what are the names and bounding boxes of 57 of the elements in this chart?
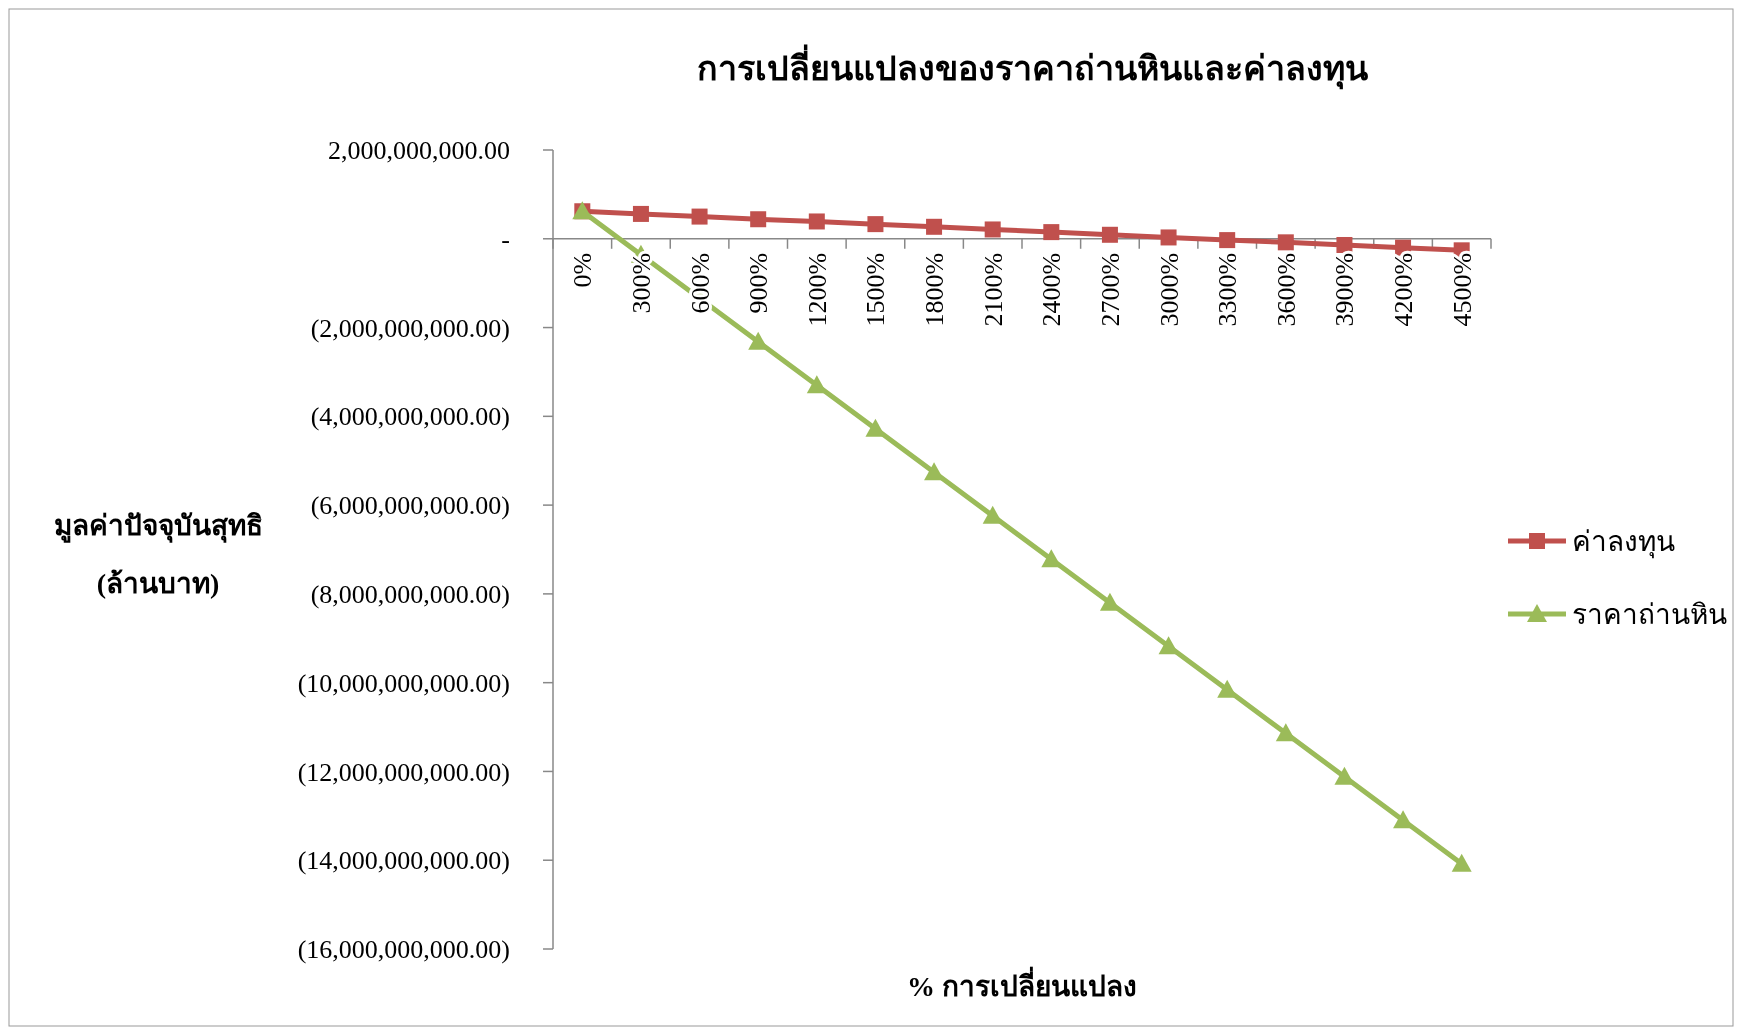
x-tick-label: 300% bbox=[626, 252, 656, 314]
y-tick-label: 2,000,000,000.00 bbox=[328, 136, 510, 166]
point bbox=[1217, 679, 1238, 698]
y-tick-label: (2,000,000,000.00) bbox=[310, 313, 510, 343]
y-tick-label: (4,000,000,000.00) bbox=[310, 402, 510, 432]
x-tick-label: 900% bbox=[744, 252, 774, 314]
point bbox=[1158, 636, 1179, 655]
x-tick-label: 2700% bbox=[1095, 252, 1125, 327]
point bbox=[750, 211, 767, 228]
y-tick-label: (14,000,000,000.00) bbox=[297, 846, 510, 876]
point bbox=[865, 418, 886, 437]
x-axis-title: % การเปลี่ยนแปลง bbox=[907, 966, 1137, 1002]
x-tick-label: 2400% bbox=[1037, 252, 1067, 327]
point bbox=[1336, 236, 1353, 253]
point bbox=[982, 505, 1003, 524]
x-tick-label: 4200% bbox=[1389, 252, 1419, 327]
point bbox=[1219, 232, 1236, 249]
point bbox=[632, 205, 649, 222]
x-tick-label: 1800% bbox=[920, 252, 950, 327]
x-tick-label: 3300% bbox=[1213, 252, 1243, 327]
x-tick-label: 3900% bbox=[1330, 252, 1360, 327]
point bbox=[806, 375, 827, 394]
point bbox=[1041, 549, 1062, 568]
chart-title: การเปลี่ยนแปลงของราคาถ่านหินและค่าลงทุน bbox=[696, 44, 1368, 90]
y-tick-label: (12,000,000,000.00) bbox=[297, 757, 510, 787]
point bbox=[1451, 853, 1472, 872]
point bbox=[748, 331, 769, 350]
legend-label: ราคาถ่านหิน bbox=[1572, 598, 1727, 630]
y-tick-label: (16,000,000,000.00) bbox=[297, 935, 510, 965]
x-tick-label: 2100% bbox=[978, 252, 1008, 327]
point bbox=[867, 216, 884, 233]
y-tick-label: (8,000,000,000.00) bbox=[310, 579, 510, 609]
point bbox=[1334, 766, 1355, 785]
point bbox=[926, 218, 943, 235]
point bbox=[1393, 810, 1414, 829]
y-tick-label: - bbox=[501, 224, 510, 254]
x-tick-label: 3000% bbox=[1154, 252, 1184, 327]
point bbox=[1160, 229, 1177, 246]
point bbox=[1277, 234, 1294, 251]
point bbox=[808, 213, 825, 230]
point bbox=[984, 221, 1001, 238]
x-tick-label: 1500% bbox=[861, 252, 891, 327]
x-tick-label: 1200% bbox=[802, 252, 832, 327]
point bbox=[924, 462, 945, 481]
point bbox=[1101, 226, 1118, 243]
x-tick-label: 4500% bbox=[1447, 252, 1477, 327]
x-tick-label: 0% bbox=[568, 252, 598, 288]
x-tick-label: 600% bbox=[685, 252, 715, 314]
point bbox=[1275, 723, 1296, 742]
y-tick-label: (10,000,000,000.00) bbox=[297, 668, 510, 698]
y-tick-label: (6,000,000,000.00) bbox=[310, 491, 510, 521]
point bbox=[1043, 224, 1060, 241]
y-axis-title: มูลค่าปัจจุบันสุทธิ (ล้านบาท) bbox=[53, 510, 263, 599]
legend-label: ค่าลงทุน bbox=[1572, 525, 1675, 559]
point bbox=[1099, 592, 1120, 611]
point bbox=[691, 208, 708, 225]
x-tick-label: 3600% bbox=[1271, 252, 1301, 327]
